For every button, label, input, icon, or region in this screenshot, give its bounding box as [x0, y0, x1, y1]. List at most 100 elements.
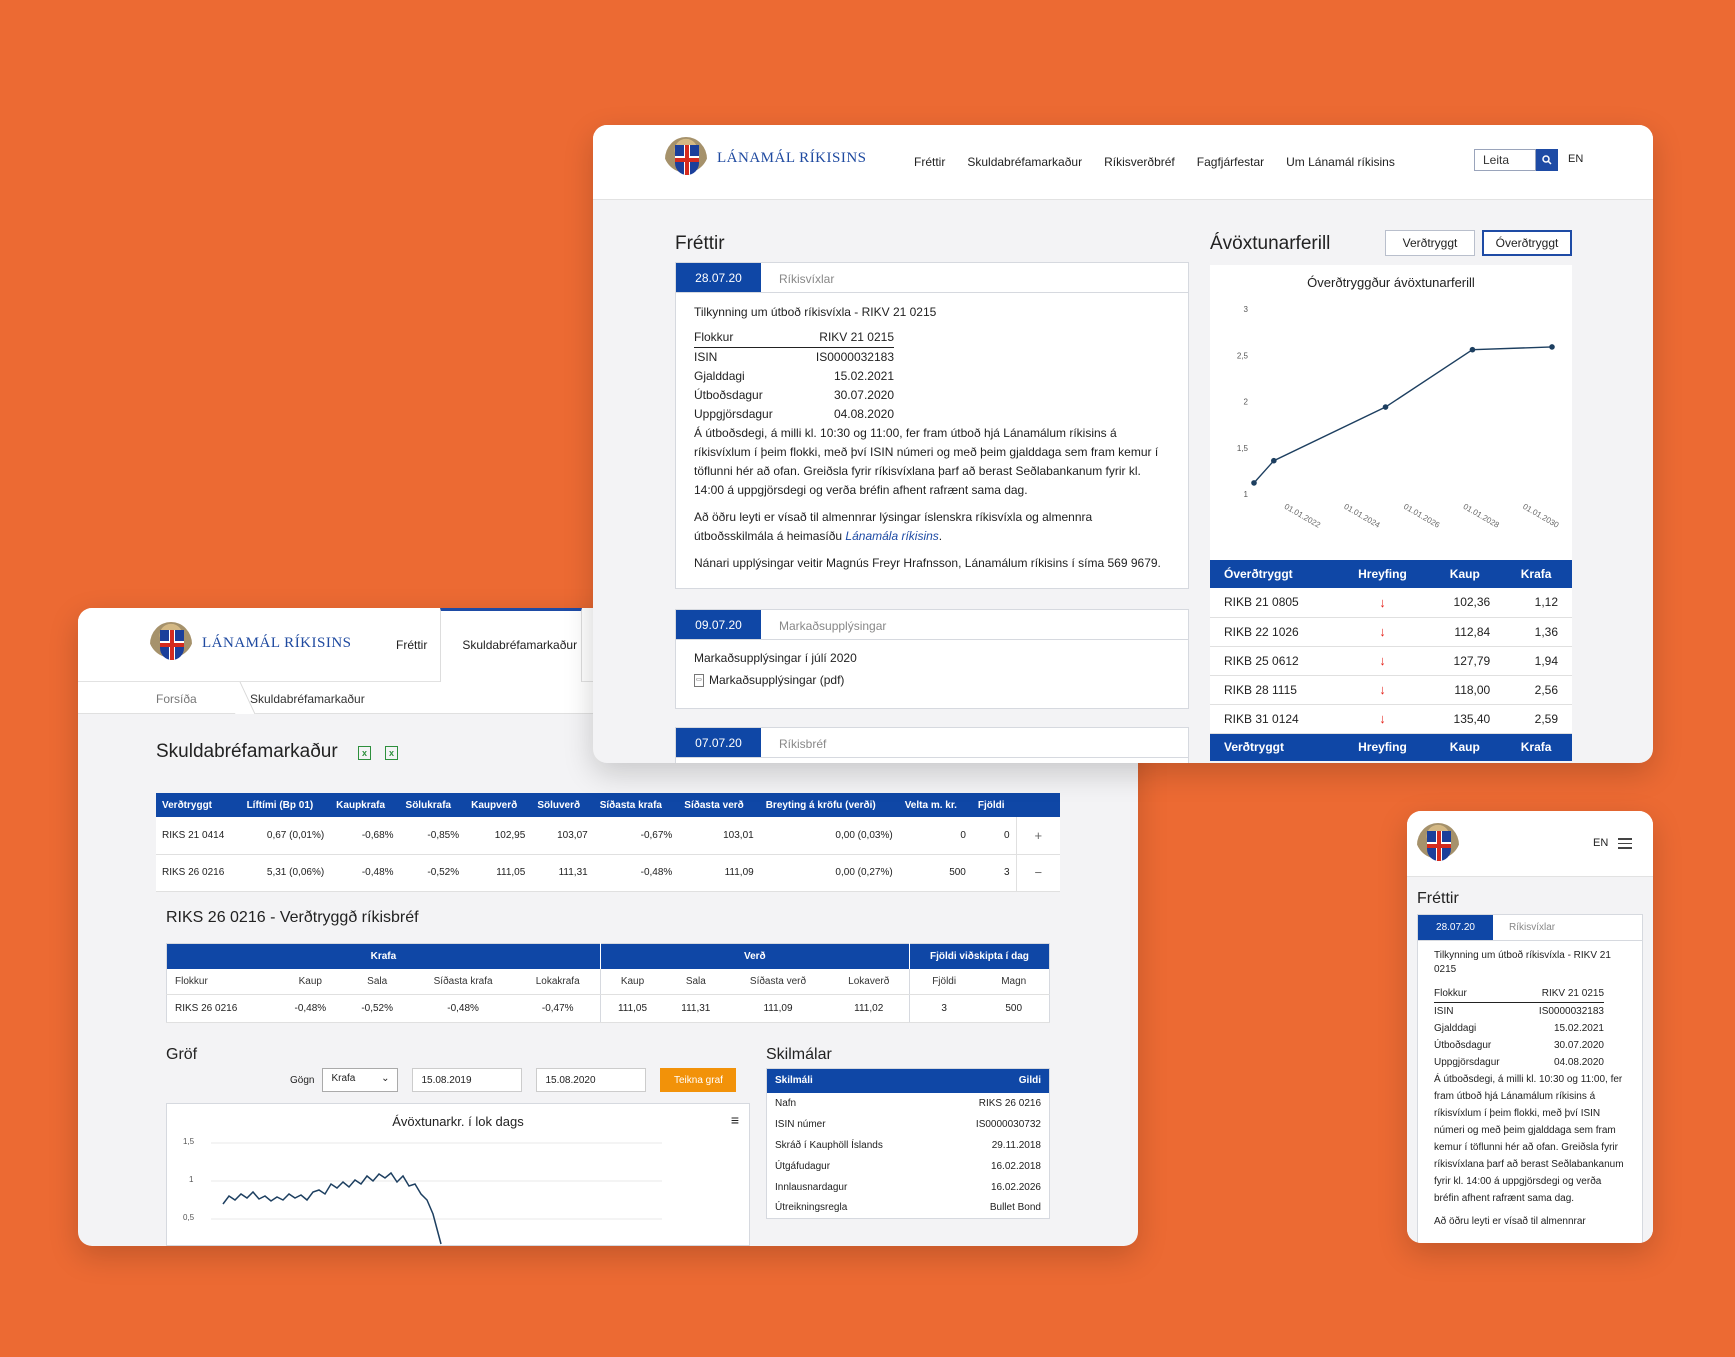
market-cell: 111,31 [531, 854, 594, 892]
excel-export-icon[interactable]: x [358, 746, 371, 760]
market-header-action [1016, 793, 1060, 817]
rates-header: Hreyfing [1335, 560, 1430, 588]
rates-row[interactable]: RIKB 25 0612 ↓ 127,79 1,94 [1210, 646, 1572, 676]
news-category: Ríkisvíxlar [779, 272, 835, 286]
brand-logo[interactable]: LÁNAMÁL RÍKISINS [148, 618, 352, 668]
term-name: Skráð í Kauphöll Íslands [775, 1139, 883, 1151]
info-key: Flokkur [694, 328, 814, 348]
breadcrumb-home[interactable]: Forsíða [156, 692, 197, 706]
market-header: Breyting á kröfu (verði) [759, 793, 899, 817]
market-row[interactable]: RIKS 21 0414 0,67 (0,01%) -0,68% -0,85% 102,… [156, 817, 1060, 855]
term-value: 16.02.2026 [990, 1181, 1041, 1193]
rates-footer-header[interactable]: Verðtryggt [1210, 733, 1336, 761]
market-cell: -0,68% [330, 817, 400, 855]
expand-icon[interactable]: + [1015, 817, 1060, 855]
terms-row: Innlausnardagur 16.02.2026 [767, 1177, 1050, 1198]
draw-graph-button[interactable]: Teikna graf [660, 1068, 737, 1092]
term-name: Útreikningsregla [775, 1202, 848, 1214]
news-card[interactable]: 28.07.20 Ríkisvíxlar Tilkynning um útboð… [675, 262, 1189, 589]
news-attachment[interactable]: ▭ Markaðsupplýsingar (pdf) [694, 671, 1170, 690]
down-arrow-icon: ↓ [1335, 646, 1430, 676]
detail-cell: -0,47% [515, 994, 601, 1023]
date-from-input[interactable]: 15.08.2019 [412, 1068, 523, 1092]
y-tick: 1,5 [183, 1137, 195, 1146]
excel-export-icon[interactable]: x [385, 746, 398, 760]
news-card[interactable]: 07.07.20 Ríkisbréf [675, 727, 1189, 763]
date-to-input[interactable]: 15.08.2020 [536, 1068, 647, 1092]
detail-subheader: Sala [343, 968, 411, 995]
rates-row[interactable]: RIKB 21 0805 ↓ 102,36 1,12 [1210, 588, 1572, 618]
search-button[interactable] [1536, 149, 1558, 171]
news-link[interactable]: Lánamála ríkisins [845, 529, 939, 543]
market-cell: -0,48% [330, 854, 400, 892]
yield: 1,36 [1500, 617, 1572, 647]
down-arrow-icon: ↓ [1335, 704, 1430, 734]
market-cell: 3 [971, 854, 1016, 892]
collapse-icon[interactable]: − [1015, 854, 1060, 892]
toggle-indexed[interactable]: Verðtryggt [1385, 230, 1475, 256]
info-value: 30.07.2020 [833, 388, 894, 402]
market-header: Síðasta krafa [593, 793, 679, 817]
nav-item-skuldabref[interactable]: Skuldabréfamarkaður [967, 155, 1083, 169]
detail-subheader: Kaup [600, 968, 665, 995]
language-switch[interactable]: EN [1568, 153, 1584, 165]
market-cell: 103,07 [531, 817, 594, 855]
detail-cell: RIKS 26 0216 [166, 994, 277, 1023]
nav-item-rikisverdbref[interactable]: Ríkisverðbréf [1104, 155, 1175, 169]
y-tick-label: 1 [1244, 490, 1249, 499]
rates-footer-header[interactable]: Krafa [1500, 733, 1572, 761]
yield-curve-chart: Óverðtryggður ávöxtunarferill 1 1,5 2 2,5 3 0… [1210, 265, 1572, 560]
news-card[interactable]: 09.07.20 Markaðsupplýsingar Markaðsupplý… [675, 609, 1189, 709]
site-header: LÁNAMÁL RÍKISINS Fréttir Skuldabréfamark… [593, 125, 1653, 200]
detail-cell: 111,09 [727, 994, 829, 1023]
graph-filter: Gögn Krafa ⌄ 15.08.2019 15.08.2020 Teikna… [290, 1068, 737, 1092]
nav-item-fagfjarfestar[interactable]: Fagfjárfestar [1196, 155, 1265, 169]
coat-of-arms-icon [663, 133, 709, 183]
nav-item-um[interactable]: Um Lánamál ríkisins [1286, 155, 1395, 169]
search-input[interactable]: Leita [1474, 149, 1536, 171]
market-header: Síðasta verð [678, 793, 760, 817]
nav-item-frettir[interactable]: Fréttir [396, 638, 428, 652]
rates-footer-header[interactable]: Hreyfing [1335, 733, 1430, 761]
news-date: 28.07.20 [676, 263, 761, 292]
rates-footer-header[interactable]: Kaup [1429, 733, 1501, 761]
export-icons: x x [358, 746, 398, 760]
news-category: Ríkisvíxlar [1509, 922, 1556, 933]
brand-name: LÁNAMÁL RÍKISINS [202, 634, 352, 651]
brand-logo[interactable]: LÁNAMÁL RÍKISINS [663, 133, 867, 183]
market-header: Kaupkrafa [330, 793, 400, 817]
x-tick-label: 01.01.2030 [1521, 502, 1561, 530]
nav-item-frettir[interactable]: Fréttir [914, 155, 946, 169]
language-switch[interactable]: EN [1593, 837, 1609, 849]
info-key: Gjalddagi [1434, 1023, 1477, 1034]
term-value: 29.11.2018 [991, 1139, 1041, 1151]
toggle-non-indexed[interactable]: Óverðtryggt [1482, 230, 1572, 256]
info-key: ISIN [1434, 1006, 1454, 1017]
market-cell: 102,95 [465, 817, 532, 855]
detail-cell: 3 [909, 994, 979, 1023]
info-value: 30.07.2020 [1553, 1040, 1604, 1051]
pdf-file-icon: ▭ [694, 674, 704, 687]
mobile-news-window: EN Fréttir 28.07.20 Ríkisvíxlar Tilkynni… [1407, 811, 1653, 1243]
bond-name: RIKB 31 0124 [1210, 704, 1336, 734]
data-point [1251, 480, 1257, 486]
search-icon [1542, 155, 1552, 165]
data-select[interactable]: Krafa ⌄ [322, 1068, 399, 1092]
coat-of-arms-icon[interactable] [1415, 819, 1461, 869]
news-title: Tilkynning um útboð ríkisvíxla - RIKV 21… [694, 305, 937, 319]
rates-row[interactable]: RIKB 22 1026 ↓ 112,84 1,36 [1210, 617, 1572, 647]
nav-item-skuldabref[interactable]: Skuldabréfamarkaður [462, 638, 578, 652]
news-section-title: Fréttir [1417, 890, 1459, 907]
market-row[interactable]: RIKS 26 0216 5,31 (0,06%) -0,48% -0,52% 111,… [156, 854, 1060, 892]
graphs-title: Gröf [166, 1046, 198, 1063]
hamburger-menu-icon[interactable] [1618, 838, 1632, 849]
menu-icon[interactable]: ≡ [730, 1112, 739, 1128]
news-card[interactable]: 28.07.20 Ríkisvíxlar Tilkynning um útboð… [1417, 914, 1643, 1243]
rates-row[interactable]: RIKB 28 1115 ↓ 118,00 2,56 [1210, 675, 1572, 705]
down-arrow-icon: ↓ [1335, 588, 1430, 618]
rates-row[interactable]: RIKB 31 0124 ↓ 135,40 2,59 [1210, 704, 1572, 734]
market-cell: 0 [898, 817, 972, 855]
info-value: IS0000032183 [1538, 1006, 1604, 1017]
market-table: Verðtryggt Líftími (Bp 01) Kaupkrafa Sölukr… [156, 793, 1060, 892]
data-point [1382, 404, 1389, 410]
